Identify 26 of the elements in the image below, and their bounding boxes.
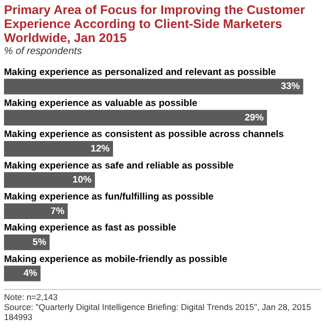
y-tick-label: Making experience as fun/fulfilling as possible <box>4 192 214 203</box>
data-label: 7% <box>50 206 65 217</box>
bar <box>4 266 41 282</box>
y-tick-label: Making experience as mobile-friendly as possible <box>4 254 228 265</box>
y-tick-label: Making experience as consistent as possible across channels <box>4 129 284 140</box>
bar <box>4 203 68 219</box>
data-label: 5% <box>32 236 47 248</box>
text: 184993 <box>4 312 34 322</box>
chart-subtitle: % of respondents <box>3 45 83 57</box>
y-tick-label: Making experience as fast as possible <box>4 222 176 234</box>
bar <box>4 110 267 126</box>
bar <box>4 234 50 250</box>
bar <box>4 78 304 94</box>
data-label: 12% <box>90 143 110 154</box>
data-label: 10% <box>72 174 92 186</box>
data-label: 4% <box>23 268 38 280</box>
bar <box>4 172 95 188</box>
bar <box>4 141 114 157</box>
source-note: Source: "Quarterly Digital Intelligence Briefing: Digital Trends 2015", Jan 28, 2015 <box>4 302 312 312</box>
y-tick-label: Making experience as valuable as possible <box>4 98 198 110</box>
text: Note: n=2,143 <box>4 292 59 302</box>
chart-title: Primary Area of Focus for Improving the Customer Experience According to Client-Side Marketers Worldwide, Jan 2015 <box>3 2 306 45</box>
data-label: 29% <box>244 112 264 124</box>
y-tick-label: Making experience as safe and reliable as possible <box>4 160 234 172</box>
y-tick-label: Making experience as personalized and relevant as possible <box>4 66 276 78</box>
data-label: 33% <box>280 81 300 92</box>
